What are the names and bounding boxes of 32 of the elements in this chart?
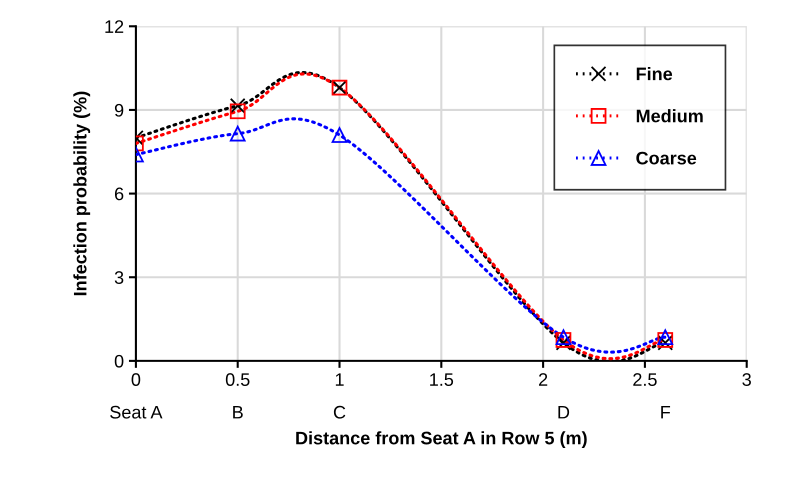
y-tick-label: 12	[105, 20, 124, 33]
y-tick-label: 9	[114, 104, 124, 117]
point	[230, 126, 246, 142]
point	[657, 334, 674, 351]
y-tick-label: 0	[114, 354, 124, 368]
text: Seat A	[110, 406, 162, 419]
x-tick-label: 0.5	[226, 373, 250, 386]
legend-label: Medium	[636, 109, 703, 122]
x-tick-label: 3	[742, 373, 751, 386]
text: D	[558, 406, 570, 418]
x-tick-label: 1	[336, 373, 344, 386]
x-tick-label: 2.5	[633, 373, 657, 386]
x-axis-title: Distance from Seat A in Row 5 (m)	[296, 431, 587, 448]
y-axis-title: Infection probability (%)	[73, 92, 90, 296]
text: C	[334, 406, 346, 419]
point	[556, 332, 572, 348]
point	[230, 103, 246, 120]
legend-label: Coarse	[636, 152, 696, 165]
point	[556, 334, 572, 351]
point	[332, 127, 348, 143]
text: F	[661, 406, 670, 418]
point	[556, 329, 572, 346]
y-tick-label: 3	[114, 271, 124, 284]
text: B	[233, 406, 243, 418]
x-tick-label: 2	[538, 373, 548, 386]
y-tick-label: 6	[114, 188, 124, 200]
point	[657, 329, 674, 346]
point	[657, 332, 674, 348]
point	[230, 98, 246, 114]
legend-label: Fine	[636, 67, 672, 80]
x-tick-label: 0	[132, 373, 140, 386]
x-tick-label: 1.5	[430, 373, 454, 386]
